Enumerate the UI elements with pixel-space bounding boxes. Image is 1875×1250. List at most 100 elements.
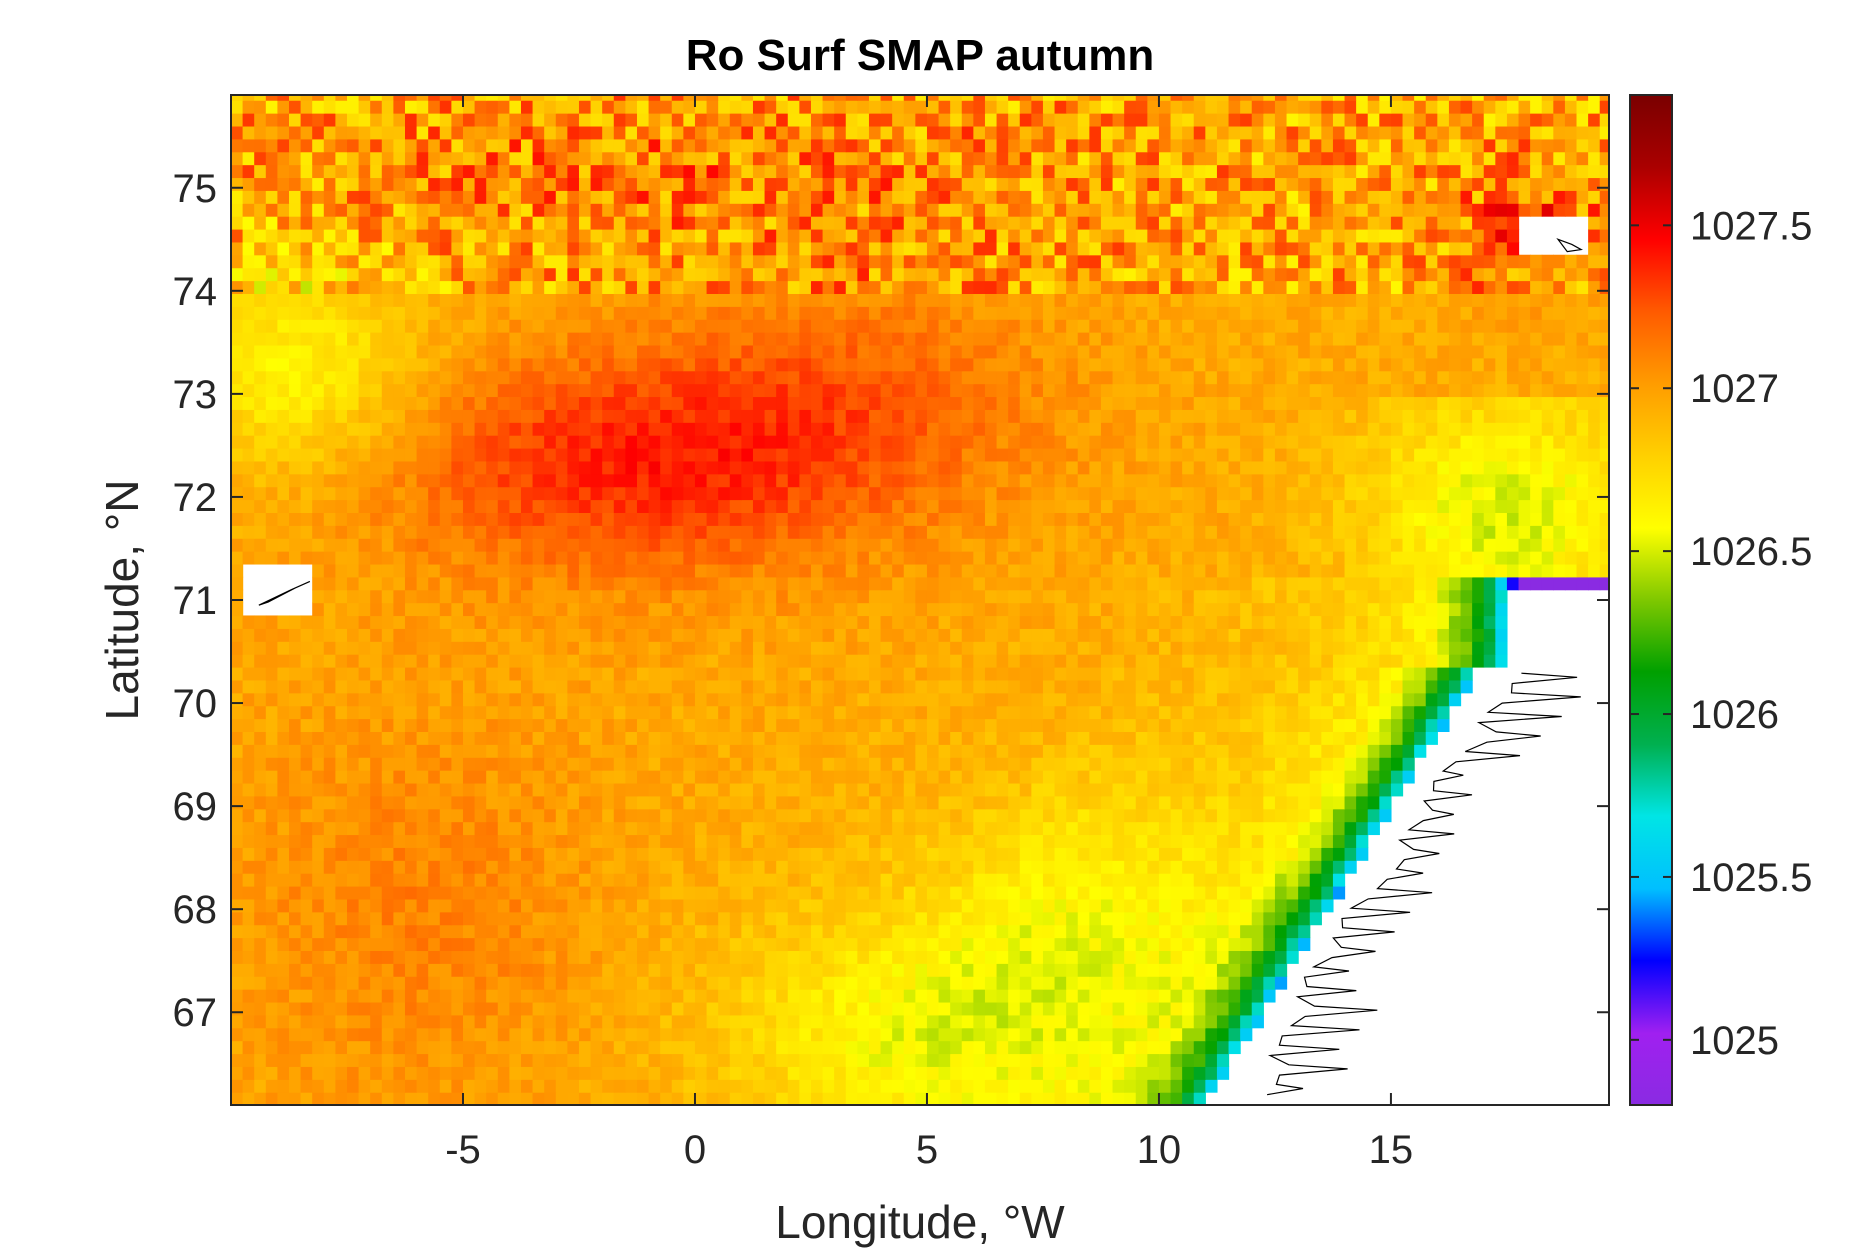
heatmap-cell	[567, 602, 580, 617]
heatmap-cell	[312, 873, 325, 887]
heatmap-cell	[834, 860, 847, 874]
heatmap-cell	[1379, 473, 1392, 488]
heatmap-cell	[868, 538, 882, 552]
heatmap-cell	[764, 911, 777, 926]
heatmap-cell	[520, 976, 534, 990]
heatmap-cell	[1158, 705, 1172, 720]
heatmap-cell	[729, 1079, 742, 1093]
heatmap-cell	[671, 1040, 684, 1055]
heatmap-cell	[1066, 679, 1079, 694]
heatmap-cell	[300, 989, 313, 1003]
heatmap-cell	[1019, 795, 1032, 810]
heatmap-cell	[752, 1092, 766, 1105]
heatmap-cell	[729, 757, 742, 771]
heatmap-cell	[1008, 731, 1021, 745]
heatmap-cell	[289, 666, 302, 681]
heatmap-cell	[590, 576, 603, 591]
heatmap-cell	[845, 615, 858, 629]
heatmap-cell	[1019, 1066, 1032, 1080]
heatmap-cell	[567, 1014, 580, 1029]
heatmap-cell	[486, 885, 499, 900]
heatmap-cell	[648, 1014, 661, 1029]
heatmap-cell	[1031, 538, 1044, 552]
heatmap-cell	[416, 576, 429, 591]
heatmap-cell	[1042, 1040, 1056, 1055]
heatmap-cell	[428, 1066, 441, 1080]
heatmap-cell	[694, 486, 708, 501]
heatmap-cell	[1356, 718, 1369, 732]
heatmap-cell	[880, 473, 893, 488]
heatmap-cell	[996, 937, 1009, 952]
heatmap-cell	[880, 885, 893, 900]
heatmap-cell	[602, 860, 615, 874]
heatmap-cell	[1286, 834, 1299, 848]
heatmap-cell	[451, 486, 464, 501]
heatmap-cell	[741, 602, 754, 617]
heatmap-cell	[718, 885, 731, 900]
heatmap-cell	[1274, 950, 1288, 964]
heatmap-cell	[1216, 976, 1230, 990]
heatmap-cell	[323, 950, 336, 964]
heatmap-cell	[416, 666, 429, 681]
heatmap-cell	[683, 602, 696, 617]
heatmap-cell	[277, 847, 290, 861]
heatmap-cell	[1309, 860, 1322, 874]
heatmap-cell	[1495, 538, 1508, 552]
heatmap-cell	[683, 770, 696, 784]
heatmap-cell	[1042, 795, 1056, 810]
heatmap-cell	[1182, 576, 1195, 591]
heatmap-cell	[335, 950, 348, 964]
heatmap-cell	[660, 654, 673, 668]
heatmap-cell	[1553, 499, 1566, 513]
heatmap-cell	[694, 873, 708, 887]
heatmap-cell	[462, 976, 476, 990]
heatmap-cell	[370, 885, 383, 900]
heatmap-cell	[277, 989, 290, 1003]
heatmap-cell	[486, 654, 499, 668]
heatmap-cell	[254, 937, 267, 952]
heatmap-cell	[1216, 512, 1230, 526]
heatmap-cell	[370, 692, 383, 707]
heatmap-cell	[1448, 679, 1462, 694]
heatmap-cell	[1541, 563, 1554, 578]
heatmap-cell	[567, 860, 580, 874]
heatmap-cell	[741, 757, 754, 771]
heatmap-cell	[1019, 551, 1032, 565]
heatmap-cell	[393, 525, 406, 539]
heatmap-cell	[404, 1092, 418, 1105]
heatmap-cell	[497, 808, 510, 823]
heatmap-cell	[683, 666, 696, 681]
heatmap-cell	[254, 963, 267, 977]
heatmap-cell	[277, 666, 290, 681]
heatmap-cell	[231, 795, 244, 810]
heatmap-cell	[544, 473, 557, 488]
heatmap-cell	[729, 1040, 742, 1055]
heatmap-cell	[544, 860, 557, 874]
heatmap-cell	[544, 563, 557, 578]
heatmap-cell	[416, 898, 429, 913]
heatmap-cell	[741, 1053, 754, 1067]
heatmap-cell	[451, 757, 464, 771]
heatmap-cell	[718, 1066, 731, 1080]
heatmap-cell	[636, 679, 650, 694]
heatmap-cell	[1170, 795, 1183, 810]
heatmap-cell	[950, 654, 963, 668]
heatmap-cell	[1042, 770, 1056, 784]
heatmap-cell	[822, 512, 835, 526]
heatmap-cell	[404, 731, 418, 745]
heatmap-cell	[1425, 589, 1438, 604]
heatmap-cell	[1425, 718, 1438, 732]
heatmap-cell	[787, 1092, 800, 1105]
heatmap-cell	[857, 473, 870, 488]
heatmap-cell	[474, 460, 487, 475]
heatmap-cell	[950, 860, 963, 874]
heatmap-cell	[1054, 1014, 1067, 1029]
heatmap-cell	[544, 744, 557, 758]
heatmap-cell	[648, 666, 661, 681]
heatmap-cell	[915, 628, 928, 642]
heatmap-cell	[474, 563, 487, 578]
heatmap-cell	[718, 679, 731, 694]
heatmap-cell	[973, 589, 986, 604]
heatmap-cell	[335, 1014, 348, 1029]
heatmap-cell	[1205, 615, 1218, 629]
